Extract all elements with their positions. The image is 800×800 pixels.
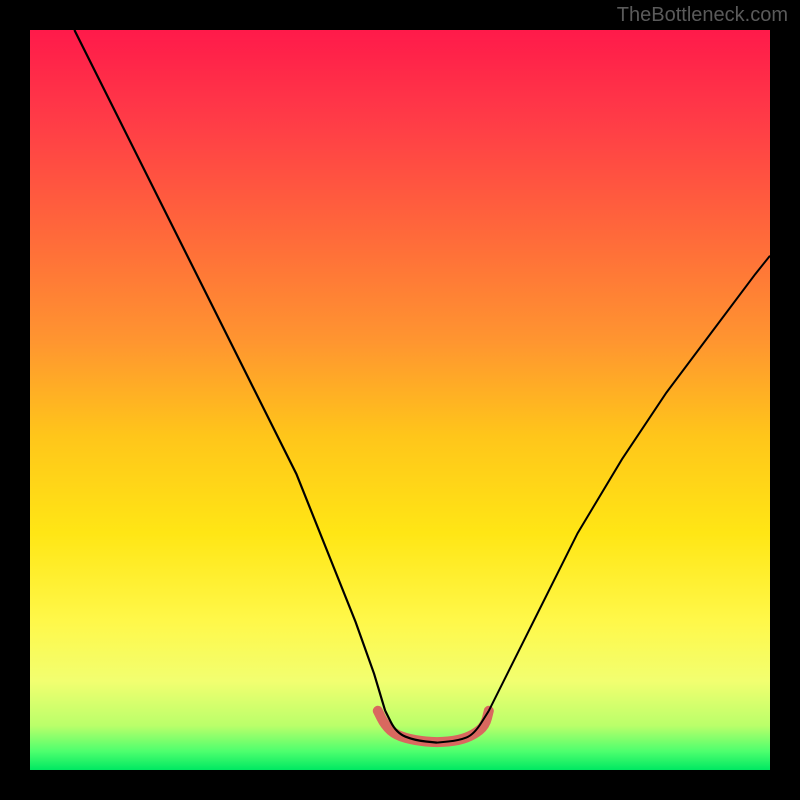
plot-area (30, 30, 770, 770)
curve-right-line (489, 256, 770, 711)
watermark-text: TheBottleneck.com (617, 4, 788, 27)
chart-container (0, 0, 800, 800)
curve-left-line (74, 30, 385, 711)
curves-overlay (30, 30, 770, 770)
